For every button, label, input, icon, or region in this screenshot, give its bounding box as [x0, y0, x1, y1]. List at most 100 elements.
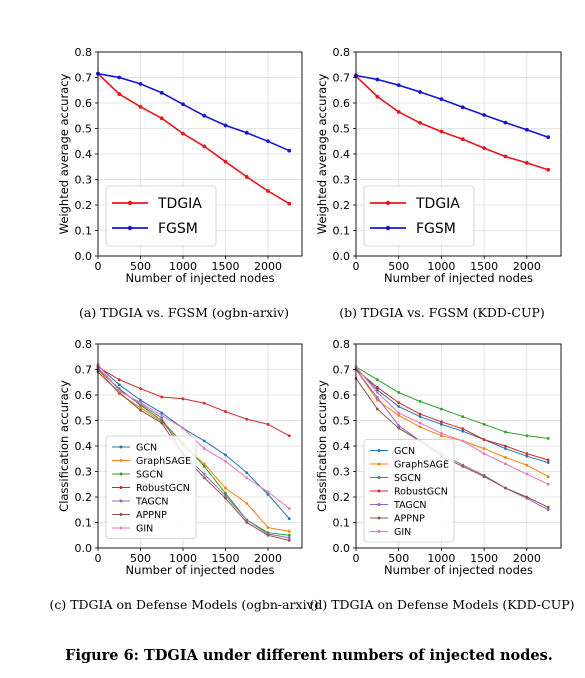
data-point-robustgcn	[160, 395, 164, 399]
data-point-fgsm	[396, 83, 401, 88]
data-point-gcn	[418, 415, 422, 419]
data-point-graphsage	[287, 530, 291, 533]
data-point-appnp	[525, 495, 529, 499]
data-point-tagcn	[202, 472, 206, 476]
series-line-fgsm	[355, 74, 549, 138]
data-point-tagcn	[160, 416, 164, 420]
legend-label: GCN	[394, 446, 415, 457]
legend-marker	[127, 225, 133, 231]
data-point-appnp	[504, 486, 507, 490]
y-tick-label: 0.5	[75, 123, 93, 136]
data-point-appnp	[245, 521, 249, 524]
y-tick-label: 0.8	[75, 46, 93, 59]
y-tick-label: 0.6	[75, 389, 93, 402]
x-tick-label: 1000	[427, 260, 455, 273]
data-point-sgcn	[525, 434, 529, 438]
legend-marker	[377, 449, 381, 452]
data-point-tdgia	[418, 120, 422, 125]
data-point-graphsage	[482, 447, 486, 450]
data-point-graphsage	[245, 501, 249, 505]
x-tick-label: 0	[353, 260, 360, 273]
y-tick-label: 0.4	[75, 148, 93, 161]
y-tick-label: 0.0	[75, 250, 93, 263]
data-point-appnp	[482, 475, 486, 478]
data-point-sgcn	[418, 399, 422, 403]
y-tick-label: 0.4	[75, 440, 93, 453]
data-point-gcn	[375, 388, 379, 392]
y-tick-label: 0.5	[333, 415, 351, 428]
data-point-gcn	[245, 471, 249, 475]
legend-marker	[377, 489, 381, 493]
panel-a: 0.0 0.1 0.2 0.3 0.4 0.5 0.6 0.7 0.8 0 500 1000 1500 2…	[57, 46, 303, 285]
x-tick-label: 1000	[169, 552, 197, 565]
y-tick-label: 0.2	[75, 491, 93, 504]
legend-label: GCN	[136, 442, 157, 453]
data-point-appnp	[461, 465, 465, 468]
data-point-gin	[139, 401, 142, 405]
data-point-graphsage	[266, 526, 270, 529]
y-tick-label: 0.7	[75, 364, 93, 377]
data-point-tdgia	[287, 201, 292, 206]
data-point-robustgcn	[482, 438, 486, 442]
y-tick-label: 0.3	[75, 174, 93, 187]
data-point-appnp	[139, 408, 142, 412]
y-tick-label: 0.1	[75, 225, 93, 238]
data-point-graphsage	[397, 414, 401, 417]
data-point-tagcn	[397, 424, 401, 427]
y-tick-label: 0.8	[333, 46, 351, 59]
legend-marker	[377, 476, 381, 479]
data-point-graphsage	[546, 475, 550, 478]
data-point-robustgcn	[461, 427, 465, 431]
legend-label: GraphSAGE	[394, 459, 449, 470]
data-point-sgcn	[375, 378, 379, 382]
y-tick-label: 0.7	[333, 72, 351, 85]
data-point-tdgia	[460, 137, 465, 142]
panel-d: 0.0 0.1 0.2 0.3 0.4 0.5 0.6 0.7 0.8 0 500 1000 1500 2…	[315, 338, 562, 577]
data-point-graphsage	[139, 406, 142, 410]
x-axis-label: Number of injected nodes	[126, 271, 275, 285]
y-tick-label: 0.3	[75, 466, 93, 479]
y-tick-label: 0.2	[333, 199, 351, 212]
subcaption-d: (d) TDGIA on Defense Models (KDD-CUP)	[309, 597, 574, 612]
data-point-fgsm	[244, 130, 249, 135]
data-point-gcn	[266, 493, 270, 496]
data-point-gcn	[397, 405, 401, 408]
data-point-gin	[482, 452, 486, 456]
x-tick-label: 2000	[513, 552, 541, 565]
y-tick-label: 0.4	[333, 440, 351, 453]
x-tick-label: 1500	[212, 552, 240, 565]
data-point-gcn	[504, 447, 507, 450]
data-point-tdgia	[159, 116, 164, 121]
data-point-tdgia	[138, 104, 143, 109]
x-tick-label: 500	[388, 260, 409, 273]
data-point-tdgia	[244, 175, 249, 179]
legend-label: SGCN	[394, 473, 421, 484]
data-point-gin	[245, 476, 249, 480]
y-tick-label: 0.0	[333, 542, 351, 555]
legend-box	[363, 439, 455, 543]
data-point-fgsm	[524, 127, 529, 132]
data-point-sgcn	[482, 422, 486, 426]
legend-marker	[377, 503, 381, 506]
data-point-fgsm	[287, 148, 292, 153]
y-tick-label: 0.7	[75, 72, 93, 85]
x-tick-label: 500	[388, 552, 409, 565]
legend-label: RobustGCN	[136, 483, 190, 494]
y-tick-label: 0.6	[333, 97, 351, 110]
legend-marker	[119, 486, 123, 489]
x-tick-label: 1500	[470, 552, 498, 565]
legend-marker	[385, 200, 391, 206]
data-point-fgsm	[202, 113, 207, 118]
x-tick-label: 500	[130, 552, 151, 565]
data-point-appnp	[202, 476, 206, 480]
data-point-tagcn	[546, 508, 550, 512]
data-point-sgcn	[504, 430, 507, 434]
data-point-fgsm	[223, 123, 228, 128]
data-point-sgcn	[546, 436, 550, 440]
data-point-gcn	[287, 517, 291, 521]
data-point-appnp	[375, 407, 379, 411]
panel-b: 0.0 0.1 0.2 0.3 0.4 0.5 0.6 0.7 0.8 0 500 1000 1500 2…	[315, 46, 562, 285]
legend-box	[105, 435, 197, 539]
y-tick-label: 0.5	[75, 415, 93, 428]
data-point-sgcn	[440, 407, 443, 411]
